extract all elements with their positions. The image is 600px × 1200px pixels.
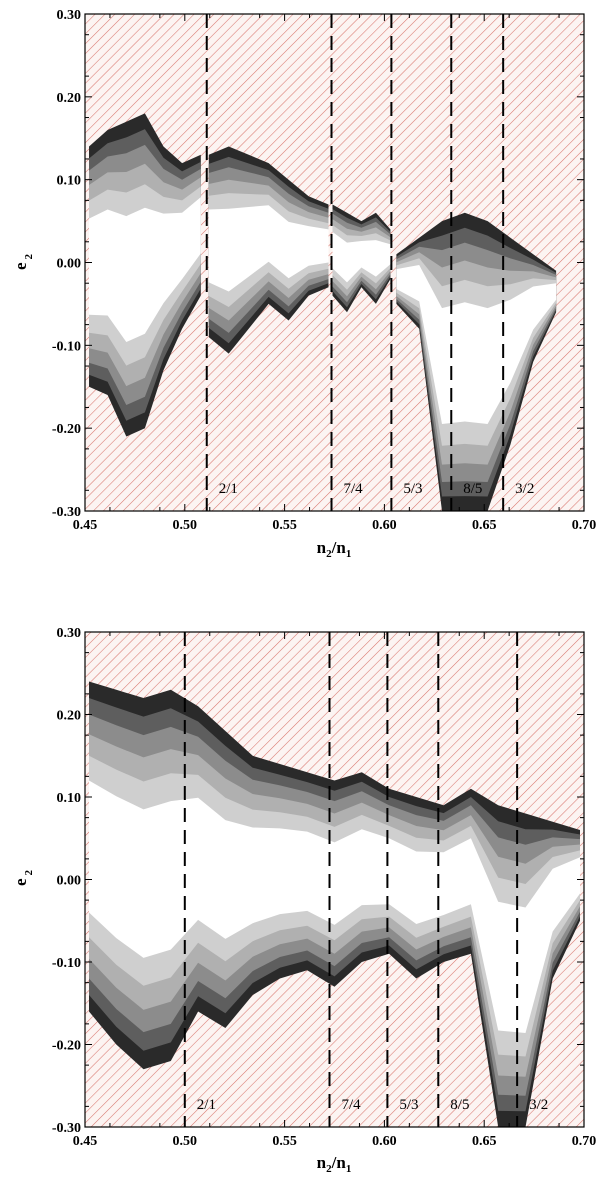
x-tick-labels: 0.45 0.50 0.55 0.60 0.65 0.70	[73, 518, 597, 533]
y-tick-label: -0.20	[52, 1039, 81, 1054]
resonance-label-8-5: 8/5	[450, 1097, 469, 1113]
x-tick-label: 0.70	[572, 518, 597, 533]
y-tick-label: 0.10	[57, 791, 82, 806]
y-tick-label: 0.20	[57, 91, 82, 106]
bottom-panel: 2/1 7/4 5/3 8/5 3/2 0.45 0.50 0.55 0.60 0.65 0.70…	[11, 626, 596, 1175]
x-tick-label: 0.55	[272, 1134, 297, 1149]
x-tick-label: 0.45	[73, 518, 98, 533]
resonance-label-2-1: 2/1	[219, 481, 238, 497]
x-axis-title: n2/n1	[317, 538, 352, 560]
x-tick-label: 0.50	[173, 1134, 198, 1149]
stable-region-main-band-level-5	[89, 780, 580, 1033]
stable-region-lobe-7-4-level-5	[332, 231, 391, 283]
y-tick-labels: -0.30 -0.20 -0.10 0.00 0.10 0.20 0.30	[52, 626, 81, 1136]
y-axis-title: e2	[11, 869, 35, 886]
resonance-label-7-4: 7/4	[342, 1097, 362, 1113]
resonance-lines: 2/1 7/4 5/3 8/5 3/2	[183, 632, 548, 1127]
y-tick-label: 0.20	[57, 709, 82, 724]
y-tick-label: 0.30	[57, 8, 82, 23]
y-tick-labels: -0.30 -0.20 -0.10 0.00 0.10 0.20 0.30	[52, 8, 81, 520]
y-tick-label: -0.30	[52, 1121, 81, 1136]
x-tick-label: 0.50	[173, 518, 198, 533]
stability-map	[89, 113, 557, 512]
resonance-label-5-3: 5/3	[399, 1097, 418, 1113]
x-tick-label: 0.65	[472, 1134, 497, 1149]
y-tick-label: -0.20	[52, 422, 81, 437]
resonance-label-2-1: 2/1	[197, 1097, 216, 1113]
y-tick-label: 0.30	[57, 626, 82, 641]
x-tick-labels: 0.45 0.50 0.55 0.60 0.65 0.70	[73, 1134, 597, 1149]
resonance-label-7-4: 7/4	[344, 481, 364, 497]
x-tick-label: 0.55	[272, 518, 297, 533]
top-panel: 2/1 7/4 5/3 8/5 3/2 0.45 0.50 0.55 0.60 0.65 0.70…	[11, 8, 596, 560]
axis-ticks	[84, 13, 585, 512]
y-axis-title: e2	[11, 253, 35, 270]
resonance-label-5-3: 5/3	[403, 481, 422, 497]
stable-region-lobe-3-2-level-5	[396, 265, 557, 424]
y-tick-label: -0.30	[52, 505, 81, 520]
x-tick-label: 0.45	[73, 1134, 98, 1149]
resonance-label-8-5: 8/5	[463, 481, 482, 497]
x-tick-label: 0.60	[372, 518, 397, 533]
y-tick-label: -0.10	[52, 339, 81, 354]
x-tick-label: 0.65	[472, 518, 497, 533]
y-tick-label: 0.10	[57, 174, 82, 189]
stable-region-left-lobe-level-5	[89, 197, 201, 342]
stability-map	[89, 681, 580, 1127]
resonance-lines: 2/1 7/4 5/3 8/5 3/2	[205, 14, 534, 511]
x-tick-label: 0.70	[572, 1134, 597, 1149]
axis-ticks	[84, 631, 585, 1128]
x-axis-title: n2/n1	[317, 1153, 352, 1175]
x-tick-label: 0.60	[372, 1134, 397, 1149]
resonance-label-3-2: 3/2	[515, 481, 534, 497]
y-tick-label: -0.10	[52, 956, 81, 971]
stable-region-lobe-2-1-level-5	[208, 205, 329, 292]
y-tick-label: 0.00	[57, 257, 82, 272]
y-tick-label: 0.00	[57, 874, 82, 889]
resonance-label-3-2: 3/2	[529, 1097, 548, 1113]
